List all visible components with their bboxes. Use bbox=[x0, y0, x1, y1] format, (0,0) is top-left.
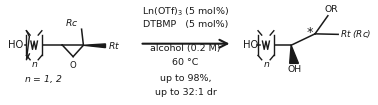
Text: $n$: $n$ bbox=[31, 60, 39, 69]
Text: R$t$ (R$c$): R$t$ (R$c$) bbox=[340, 28, 372, 40]
Text: up to 32:1 dr: up to 32:1 dr bbox=[155, 88, 217, 97]
Text: up to 98%,: up to 98%, bbox=[160, 74, 211, 83]
Text: OH: OH bbox=[287, 65, 301, 74]
Text: $n$ = 1, 2: $n$ = 1, 2 bbox=[24, 73, 62, 85]
Text: O: O bbox=[70, 61, 76, 70]
Polygon shape bbox=[290, 45, 299, 63]
Text: OR: OR bbox=[325, 5, 338, 14]
Polygon shape bbox=[84, 44, 105, 48]
Text: 60 °C: 60 °C bbox=[172, 58, 199, 67]
Text: *: * bbox=[306, 26, 313, 39]
Text: $n$: $n$ bbox=[263, 60, 270, 69]
Text: DTBMP   (5 mol%): DTBMP (5 mol%) bbox=[143, 20, 228, 29]
Text: R$t$: R$t$ bbox=[108, 40, 121, 51]
Text: Ln(OTf)$_{3}$ (5 mol%): Ln(OTf)$_{3}$ (5 mol%) bbox=[142, 6, 229, 18]
Text: R$c$: R$c$ bbox=[65, 17, 79, 28]
Text: alcohol (0.2 M): alcohol (0.2 M) bbox=[150, 44, 221, 53]
Text: HO: HO bbox=[243, 40, 258, 50]
Text: HO: HO bbox=[8, 40, 23, 50]
